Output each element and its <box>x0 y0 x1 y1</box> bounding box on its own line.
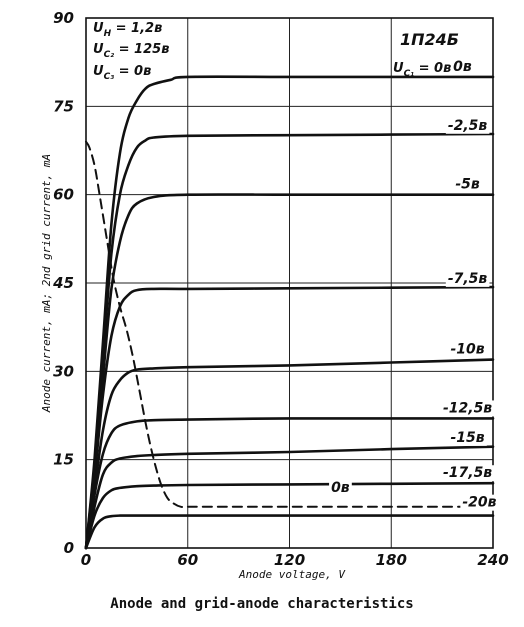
curve-label: -7,5в <box>448 271 488 287</box>
curve-labels: 0в -2,5в -5в -7,5в -10в -12,5в -15в -17,5в 0в -20… <box>329 58 499 511</box>
curve-label-bg <box>453 176 482 193</box>
curve-label-bg <box>445 117 490 134</box>
anode-current-curve <box>84 445 495 550</box>
x-tick-label: 60 <box>177 551 198 569</box>
curve-label: -12,5в <box>443 400 492 416</box>
x-tick-label: 180 <box>376 551 407 569</box>
axes <box>85 17 494 549</box>
y-tick-label: 60 <box>53 186 74 204</box>
y-tick-label: 90 <box>53 9 74 27</box>
x-tick-label: 0 <box>81 551 91 569</box>
y-axis-label: Anode current, mA; 2nd grid current, mA <box>40 154 53 413</box>
y-tick-label: 45 <box>52 274 74 292</box>
x-axis-label: Anode voltage, V <box>238 568 346 581</box>
curve-label: -20в <box>462 495 496 511</box>
curve-label-bg <box>445 270 490 287</box>
x-tick-label: 240 <box>477 551 508 569</box>
anode-current-curve <box>84 481 495 550</box>
anode-current-curve <box>84 75 495 550</box>
curve-label: -10в <box>450 342 484 358</box>
anode-current-curve <box>84 358 495 550</box>
curve-label: -15в <box>450 430 484 446</box>
curve-label-bg <box>448 341 487 358</box>
curve-label: -17,5в <box>443 465 492 481</box>
x-tick-label: 120 <box>274 551 305 569</box>
grid-current-curve <box>85 140 494 509</box>
curve-label-bg <box>440 400 495 417</box>
anode-current-curve <box>84 417 495 550</box>
anode-current-curve <box>84 285 495 550</box>
curve-label-bg <box>329 479 352 496</box>
tube-type: 1П24Б <box>400 30 459 49</box>
series-layer <box>84 75 495 550</box>
grid <box>85 17 494 549</box>
anode-current-curve <box>84 514 495 550</box>
curve-label-bg <box>451 58 474 75</box>
condition-heater: UH = 1,2в <box>93 21 162 39</box>
curve-label-bg <box>448 429 487 446</box>
conditions-box: UH = 1,2в UC₂ = 125в UC₃ = 0в <box>93 21 169 82</box>
condition-grid2: UC₂ = 125в <box>93 42 169 60</box>
y-tick-label: 30 <box>53 362 74 380</box>
curve-label: -5в <box>455 177 480 193</box>
y-tick-label: 15 <box>53 451 74 469</box>
curve-label: 0в <box>331 480 350 496</box>
anode-current-curve <box>84 193 495 550</box>
curve-label: -2,5в <box>448 118 488 134</box>
chart-caption: Anode and grid-anode characteristics <box>110 596 414 612</box>
tick-labels: 0 60 120 180 240 0 15 30 45 60 75 90 <box>52 9 509 569</box>
plot-frame <box>85 17 494 549</box>
curve-label-bg <box>460 494 499 511</box>
curve-label-bg <box>440 465 495 482</box>
condition-grid3: UC₃ = 0в <box>93 64 151 82</box>
param-label: UC₁ = 0в <box>393 61 451 79</box>
y-tick-label: 0 <box>64 539 74 557</box>
curve-label: 0в <box>453 59 472 75</box>
y-tick-label: 75 <box>53 97 74 115</box>
anode-current-curve <box>84 132 495 550</box>
